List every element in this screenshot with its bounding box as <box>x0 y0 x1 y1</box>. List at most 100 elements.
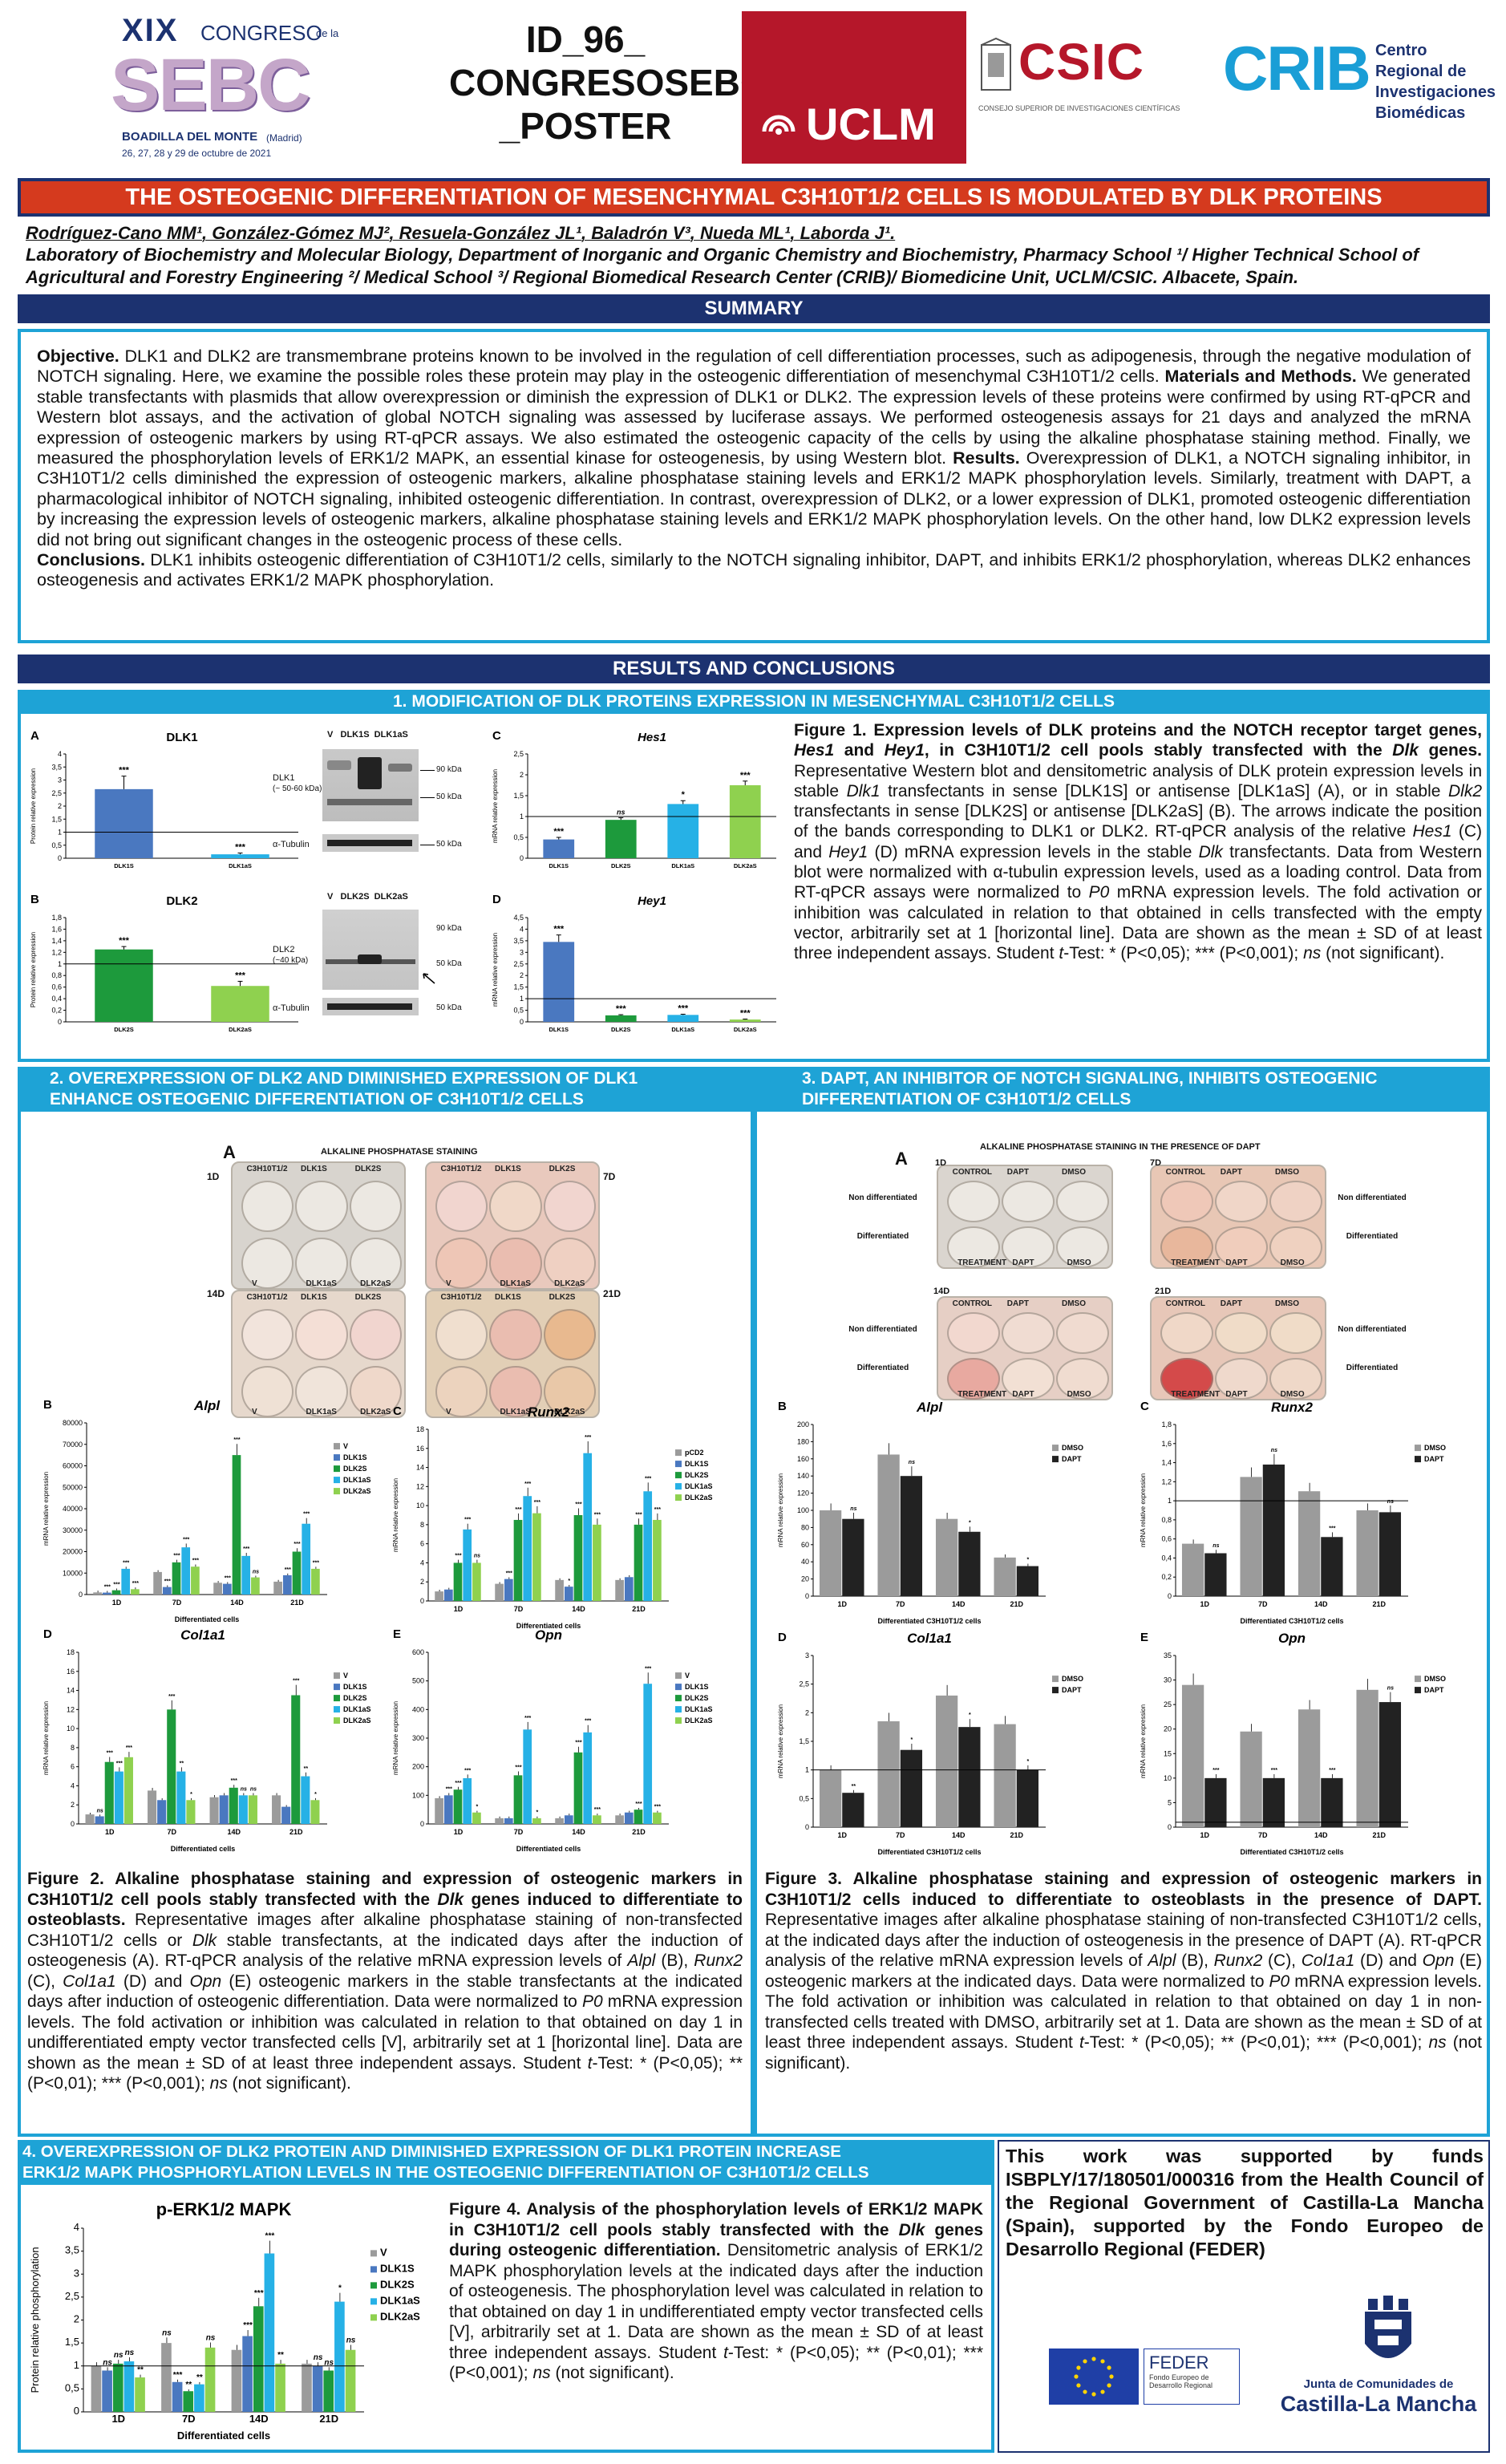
well <box>241 1237 294 1289</box>
legend-swatch <box>675 1695 682 1702</box>
bar <box>634 1810 643 1824</box>
significance-label: *** <box>235 843 246 853</box>
y-tick-label: 0 <box>58 854 62 862</box>
well-label: TREATMENT <box>1171 1258 1221 1267</box>
x-axis-label: Differentiated C3H10T1/2 cells <box>877 1848 981 1856</box>
chart-title: Runx2 <box>528 1404 570 1420</box>
bar <box>573 1752 583 1824</box>
category-label: 14D <box>230 1599 244 1607</box>
well <box>489 1181 542 1233</box>
category-label: DLK2aS <box>229 1026 252 1033</box>
wb-a-tick <box>420 797 435 798</box>
bar <box>994 1724 1016 1827</box>
wb-a-tubulin-band <box>322 834 419 852</box>
legend-label: V <box>343 1442 348 1450</box>
y-tick-label: 0,5 <box>513 1007 524 1015</box>
significance-label: *** <box>285 1567 291 1573</box>
well-label: DLK2S <box>354 1293 382 1302</box>
category-label: 14D <box>572 1828 585 1836</box>
well-plate: C3H10T1/2 DLK1S DLK2S V DLK1aS DLK2aS <box>231 1290 406 1418</box>
legend-label: DLK1S <box>343 1453 367 1461</box>
legend-label: DLK2S <box>685 1694 709 1702</box>
bar <box>323 2370 334 2412</box>
well <box>435 1181 488 1233</box>
section2-heading-line: ENHANCE OSTEOGENIC DIFFERENTIATION OF C3… <box>50 1090 584 1108</box>
fig3-plate-title: ALKALINE PHOSPHATASE STAINING IN THE PRE… <box>980 1142 1261 1152</box>
significance-label: *** <box>192 1558 199 1563</box>
bar <box>281 1806 291 1824</box>
poster-id: ID_96_ CONGRESOSEBC _POSTER <box>449 18 767 148</box>
wb-b-protein: DLK2 <box>273 945 295 954</box>
significance-label: ns <box>125 2348 135 2357</box>
section3-heading-line: DIFFERENTIATION OF C3H10T1/2 CELLS <box>802 1090 1132 1108</box>
y-axis-label: mRNA relative expression <box>777 1704 784 1778</box>
well-label: DAPT <box>1225 1258 1248 1267</box>
bar <box>242 2336 253 2412</box>
category-label: 21D <box>632 1605 646 1613</box>
well-label: DMSO <box>1280 1258 1305 1267</box>
significance-label: *** <box>132 1581 139 1587</box>
legend-label: DAPT <box>1062 1686 1082 1694</box>
bar <box>1321 1537 1343 1596</box>
y-tick-label: 2 <box>58 802 62 810</box>
significance-label: *** <box>645 1666 651 1672</box>
significance-label: ns <box>253 1569 259 1574</box>
significance-label: ns <box>909 1460 915 1465</box>
legend-swatch <box>370 2250 377 2257</box>
legend-swatch <box>370 2266 377 2273</box>
bar <box>194 2384 204 2412</box>
eu-flag <box>1049 2348 1139 2405</box>
legend-swatch <box>370 2298 377 2305</box>
wb-b-marker: 50 kDa <box>436 1003 462 1012</box>
bar <box>564 1587 573 1601</box>
section4-heading: 4. OVEREXPRESSION OF DLK2 PROTEIN AND DI… <box>18 2140 994 2185</box>
y-tick-label: 30000 <box>63 1526 83 1534</box>
well <box>489 1365 542 1417</box>
y-tick-label: 4 <box>420 1558 424 1566</box>
bar <box>443 1795 453 1824</box>
legend-label: V <box>343 1672 348 1680</box>
wb-a-tick <box>420 770 435 771</box>
legend-swatch <box>334 1717 340 1724</box>
well-label: DMSO <box>1275 1299 1299 1308</box>
funding-panel: This work was supported by funds ISBPLY/… <box>998 2140 1490 2453</box>
significance-label: * <box>190 1792 192 1797</box>
well <box>1056 1181 1110 1223</box>
significance-label: *** <box>455 1554 461 1559</box>
row-label: Differentiated <box>1346 1232 1399 1241</box>
significance-label: *** <box>455 1781 461 1786</box>
y-tick-label: 10000 <box>63 1569 83 1577</box>
chart-title: Alpl <box>916 1400 943 1415</box>
congress-region: (Madrid) <box>266 132 302 144</box>
bar <box>583 1732 593 1824</box>
well-label: DAPT <box>1012 1258 1034 1267</box>
wb-b-tubulin-band <box>322 998 419 1015</box>
y-tick-label: 1,2 <box>1161 1477 1172 1485</box>
crib-text: CRIB <box>1223 33 1371 103</box>
significance-label: ns <box>206 2333 216 2342</box>
y-tick-label: 2,5 <box>51 789 62 797</box>
row-label: Non differentiated <box>848 1194 917 1202</box>
category-label: 7D <box>896 1831 905 1839</box>
y-tick-label: 0 <box>520 1018 524 1026</box>
significance-label: *** <box>243 2321 253 2330</box>
well <box>241 1365 294 1417</box>
well <box>489 1309 542 1361</box>
significance-label: ** <box>185 2381 192 2389</box>
well-label: CONTROL <box>1165 1168 1206 1177</box>
significance-label: *** <box>119 936 130 946</box>
y-tick-label: 3 <box>58 776 62 784</box>
significance-label: *** <box>107 1751 113 1757</box>
significance-label: ns <box>314 2353 323 2362</box>
bar <box>504 1818 513 1824</box>
bar <box>148 1790 157 1824</box>
category-label: DLK2aS <box>734 1026 757 1033</box>
y-tick-label: 0,8 <box>1161 1516 1172 1524</box>
significance-label: *** <box>1329 1526 1335 1531</box>
category-label: 7D <box>1258 1831 1268 1839</box>
x-axis-label: Differentiated cells <box>177 2430 270 2442</box>
category-label: 14D <box>952 1831 966 1839</box>
